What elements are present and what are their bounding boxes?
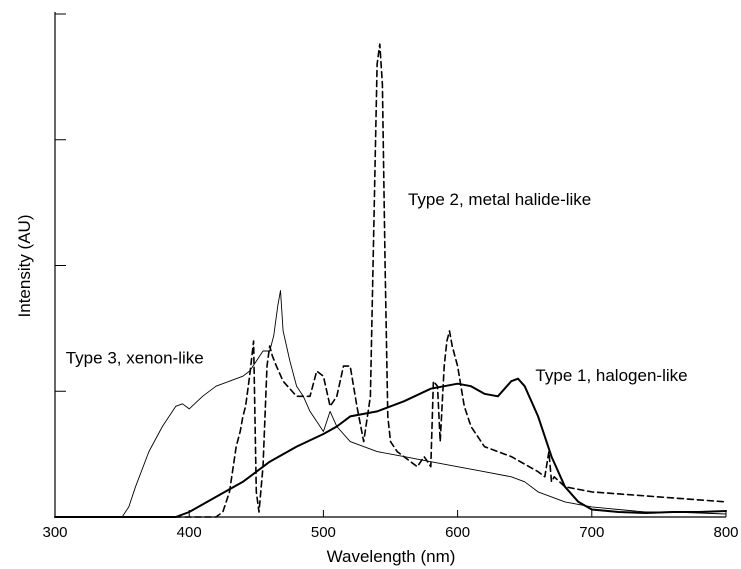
x-tick-label-700: 700 bbox=[579, 524, 604, 541]
x-tick-label-800: 800 bbox=[713, 524, 738, 541]
x-tick-label-600: 600 bbox=[445, 524, 470, 541]
series-line-type3 bbox=[54, 290, 727, 518]
series-lines bbox=[54, 43, 727, 518]
annotation-type3: Type 3, xenon-like bbox=[66, 349, 204, 368]
series-line-type1 bbox=[54, 377, 727, 518]
x-axis-label: Wavelength (nm) bbox=[327, 547, 456, 566]
annotation-type2: Type 2, metal halide-like bbox=[408, 190, 591, 209]
x-tick-label-300: 300 bbox=[42, 524, 67, 541]
y-axis-label: Intensity (AU) bbox=[15, 215, 34, 318]
annotations: Type 1, halogen-like Type 2, metal halide… bbox=[66, 190, 688, 385]
series-line-type2 bbox=[54, 43, 727, 518]
axis-ticks: 300 400 500 600 700 800 bbox=[42, 13, 739, 541]
x-tick-label-400: 400 bbox=[177, 524, 202, 541]
x-tick-label-500: 500 bbox=[311, 524, 336, 541]
chart-labels: Wavelength (nm) Intensity (AU) bbox=[15, 215, 455, 566]
annotation-type1: Type 1, halogen-like bbox=[535, 366, 687, 385]
